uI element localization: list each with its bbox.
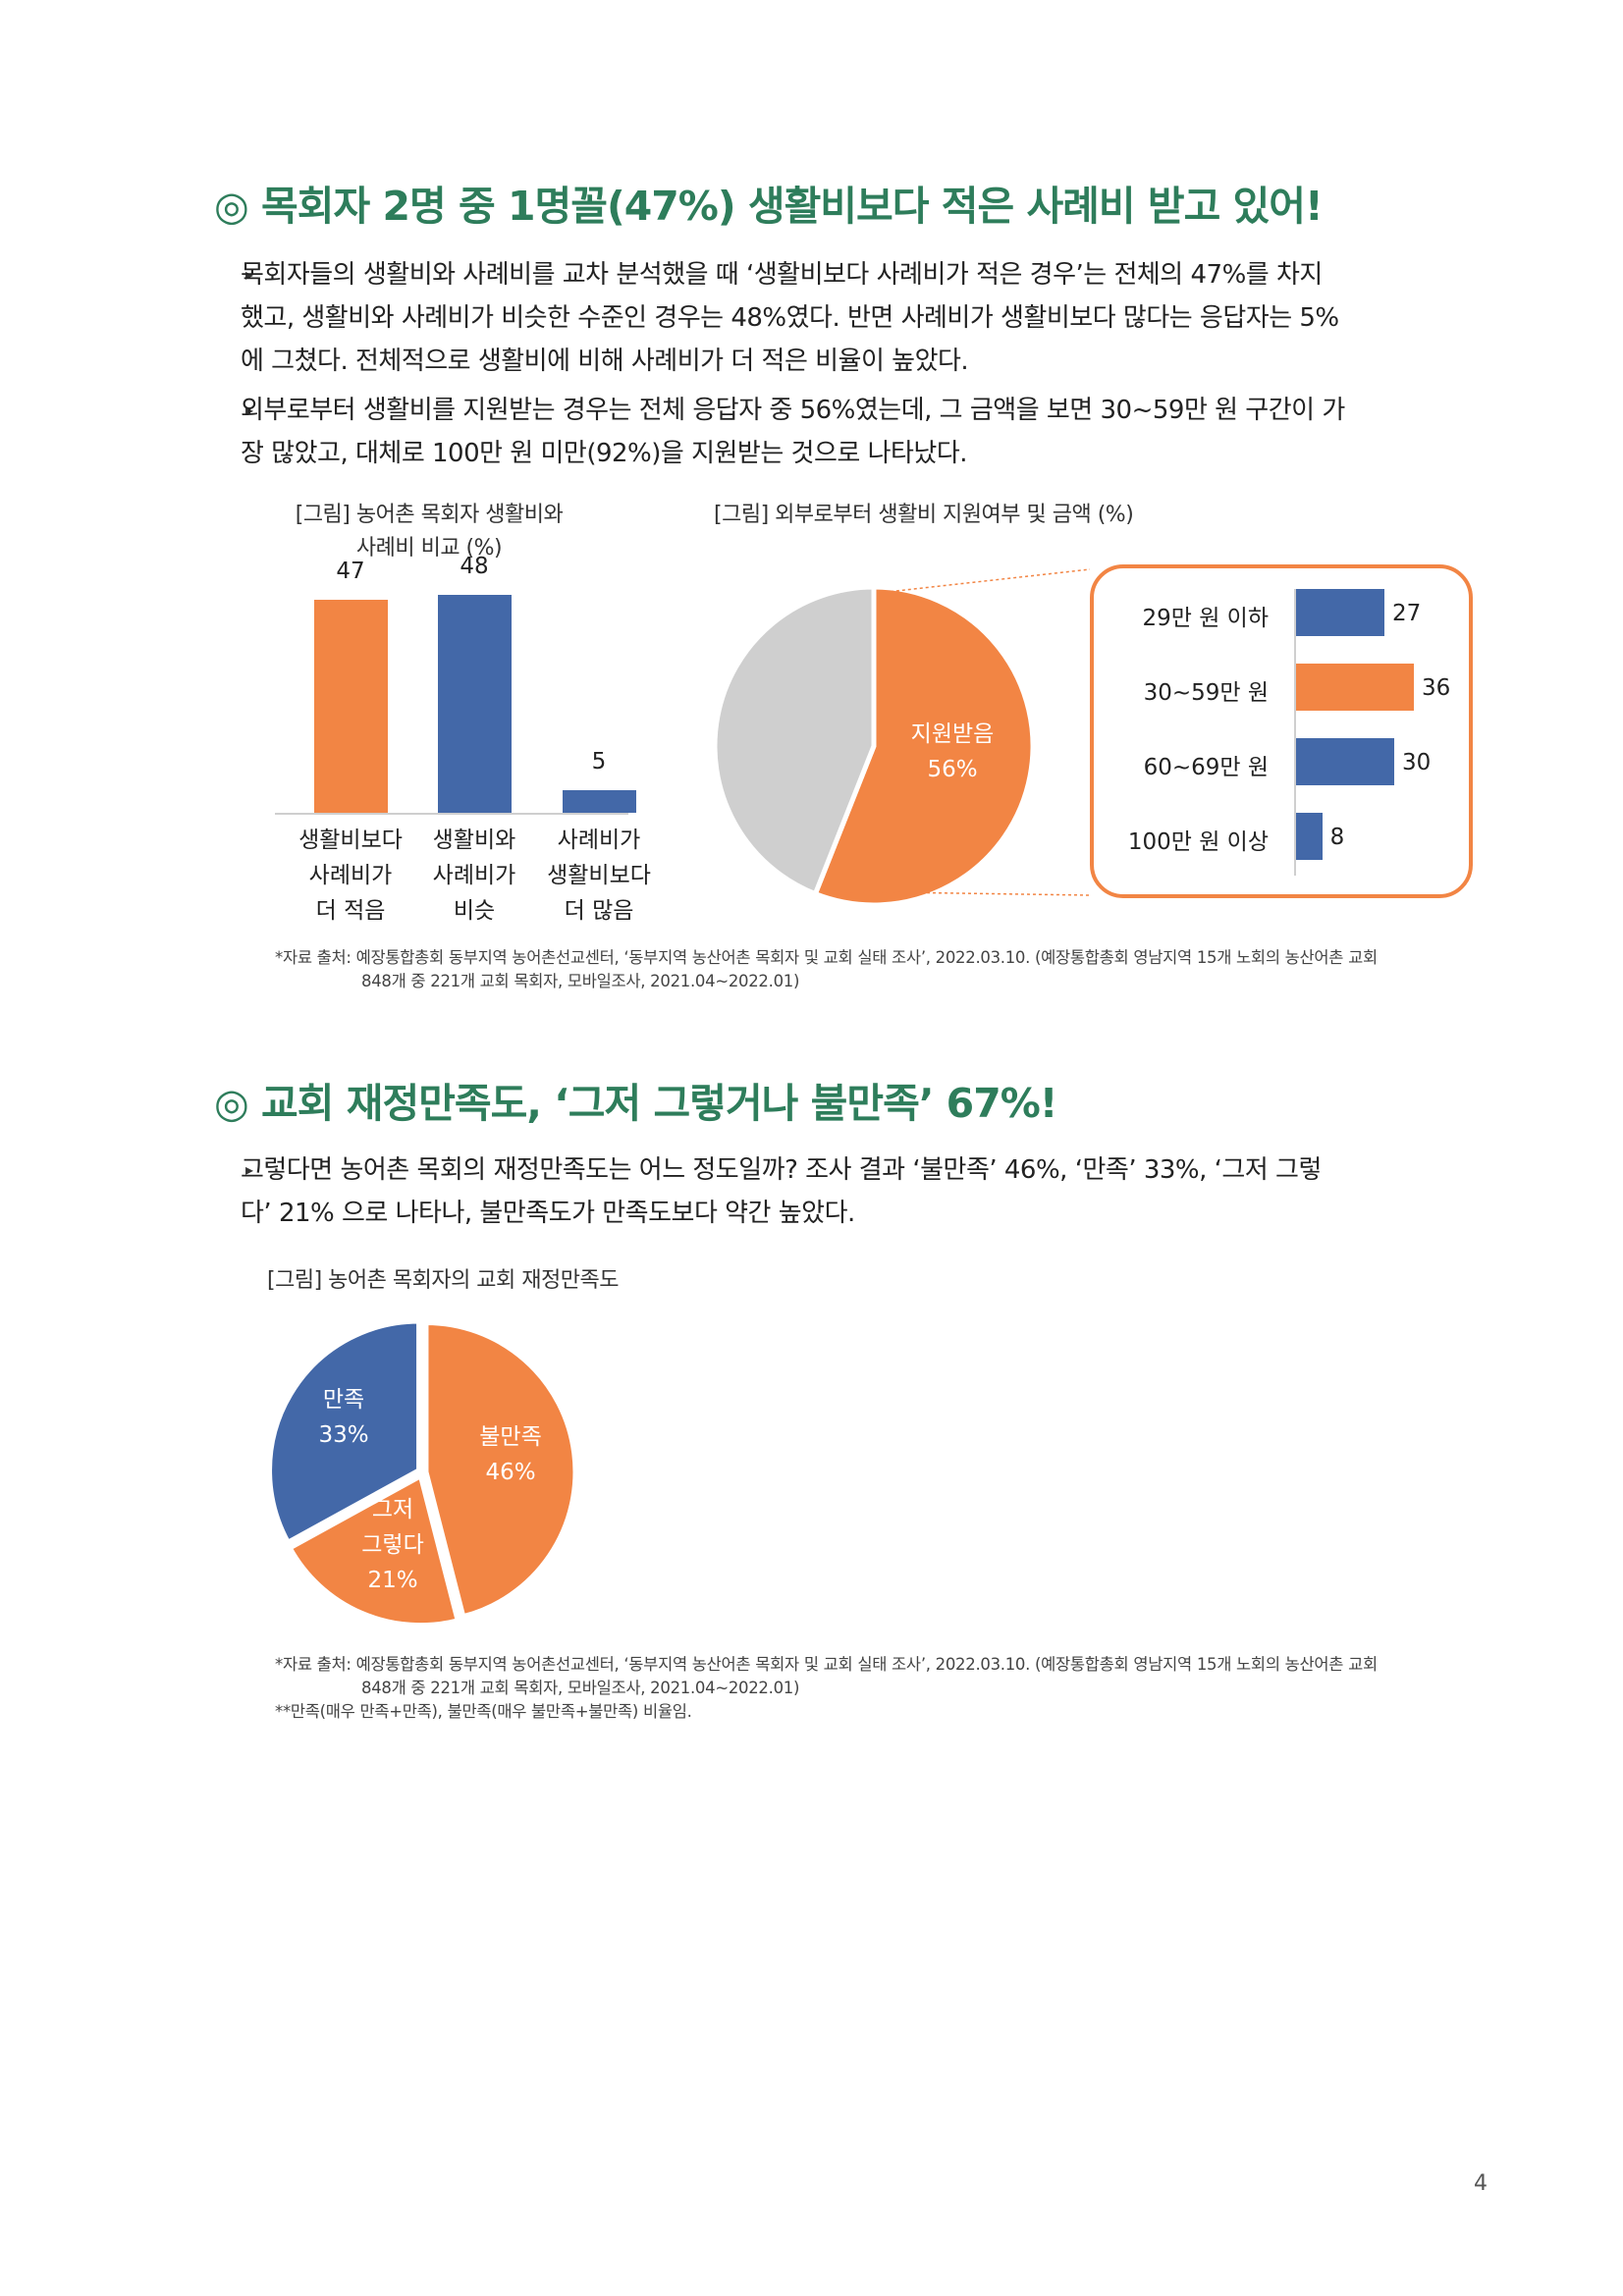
hbar-value-label: 27 — [1392, 601, 1422, 626]
category-line: 더 적음 — [315, 898, 386, 924]
amount-callout-box — [1090, 564, 1473, 898]
section1-bullet1: 목회자들의 생활비와 사례비를 교차 분석했을 때 ‘생활비보다 사례비가 적은… — [241, 253, 1489, 383]
text-line: 에 그쳤다. 전체적으로 생활비에 비해 사례비가 더 적은 비율이 높았다. — [241, 347, 969, 376]
pie-slice — [286, 1471, 461, 1629]
pie-slice — [423, 1319, 578, 1620]
section1-heading: ◎ 목회자 2명 중 1명꼴(47%) 생활비보다 적은 사례비 받고 있어! — [214, 183, 1324, 230]
x-axis-line — [275, 813, 628, 815]
category-line: 비슷 — [453, 898, 496, 924]
category-line: 더 많음 — [564, 898, 634, 924]
slice-label: 그렇다 — [361, 1532, 424, 1558]
hbar-value-label: 30 — [1402, 750, 1432, 775]
bar-value-label: 48 — [460, 554, 489, 580]
source-line: *자료 출처: 예장통합총회 동부지역 농어촌선교센터, ‘동부지역 농산어촌 … — [275, 948, 1378, 967]
source-line: 848개 중 221개 교회 목회자, 모바일조사, 2021.04~2022.… — [361, 1679, 800, 1697]
hbar — [1296, 589, 1384, 636]
text-line: 외부로부터 생활비를 지원받는 경우는 전체 응답자 중 56%였는데, 그 금… — [241, 396, 1345, 425]
pie-slice — [267, 1318, 422, 1546]
satisfaction-pie-chart — [267, 1318, 578, 1629]
slice-label: 지원받음 — [910, 721, 995, 747]
section2-heading: ◎ 교회 재정만족도, ‘그저 그렇거나 불만족’ 67%! — [214, 1080, 1057, 1127]
slice-value: 56% — [927, 757, 978, 782]
slice-label: 불만족 — [479, 1424, 542, 1450]
pie-slice — [812, 584, 1036, 908]
fig3-caption: [그림] 농어촌 목회자의 교회 재정만족도 — [267, 1268, 619, 1293]
source-line: **만족(매우 만족+만족), 불만족(매우 불만족+불만족) 비율임. — [275, 1702, 692, 1721]
bar-value-label: 5 — [591, 748, 607, 774]
fig2-caption: [그림] 외부로부터 생활비 지원여부 및 금액 (%) — [714, 503, 1134, 527]
text-line: 장 많았고, 대체로 100만 원 미만(92%)을 지원받는 것으로 나타났다… — [241, 439, 968, 468]
pie-slice-label-dissatisfied: 불만족 46% — [461, 1419, 560, 1490]
page-number: 4 — [1474, 2171, 1488, 2196]
pie-slice-label-supported: 지원받음 56% — [884, 717, 1021, 787]
bullet-marker: ▸ — [245, 400, 254, 419]
slice-value: 21% — [367, 1568, 418, 1593]
pie-slice-label-neutral: 그저 그렇다 21% — [344, 1492, 442, 1598]
hbar — [1296, 813, 1323, 860]
hbar-category-label: 100만 원 이상 — [1127, 829, 1269, 855]
slice-label: 그저 — [371, 1497, 414, 1522]
hbar-category-label: 60~69만 원 — [1143, 755, 1269, 780]
source-line: *자료 출처: 예장통합총회 동부지역 농어촌선교센터, ‘동부지역 농산어촌 … — [275, 1655, 1378, 1674]
caption-line: 사례비 비교 (%) — [355, 536, 503, 561]
bar — [562, 789, 636, 813]
category-line: 사례비가 — [557, 828, 641, 853]
hbar — [1296, 738, 1394, 785]
pie-slice-label-satisfied: 만족 33% — [304, 1382, 383, 1453]
text-line: 그렇다면 농어촌 목회의 재정만족도는 어느 정도일까? 조사 결과 ‘불만족’… — [241, 1155, 1322, 1185]
satisfaction-pie-slices — [267, 1318, 578, 1629]
support-pie-chart — [712, 568, 1091, 908]
fig1-caption: [그림] 농어촌 목회자 생활비와 사례비 비교 (%) — [267, 499, 591, 565]
slice-value: 33% — [318, 1422, 369, 1448]
slice-value: 46% — [485, 1460, 536, 1485]
category-line: 생활비보다 — [298, 828, 403, 853]
section1-bullet2: 외부로부터 생활비를 지원받는 경우는 전체 응답자 중 56%였는데, 그 금… — [241, 389, 1489, 475]
category-line: 생활비보다 — [547, 863, 651, 888]
bar — [313, 600, 388, 813]
callout-connector-top — [878, 568, 1091, 594]
source-line: 848개 중 221개 교회 목회자, 모바일조사, 2021.04~2022.… — [361, 972, 800, 990]
section2-bullet1: 그렇다면 농어촌 목회의 재정만족도는 어느 정도일까? 조사 결과 ‘불만족’… — [241, 1148, 1489, 1235]
bullet-marker: ▸ — [245, 1160, 254, 1179]
bar — [437, 595, 512, 813]
support-pie-slices — [712, 584, 1036, 908]
section1-source: *자료 출처: 예장통합총회 동부지역 농어촌선교센터, ‘동부지역 농산어촌 … — [275, 946, 1492, 993]
text-line: 목회자들의 생활비와 사례비를 교차 분석했을 때 ‘생활비보다 사례비가 적은… — [241, 260, 1323, 290]
hbar-category-label: 30~59만 원 — [1143, 680, 1269, 706]
section2-source: *자료 출처: 예장통합총회 동부지역 농어촌선교센터, ‘동부지역 농산어촌 … — [275, 1653, 1492, 1724]
y-axis-line — [1294, 589, 1296, 876]
category-line: 사례비가 — [308, 863, 393, 888]
caption-line: [그림] 농어촌 목회자 생활비와 — [295, 503, 564, 527]
hbar-value-label: 36 — [1422, 675, 1451, 701]
text-line: 했고, 생활비와 사례비가 비슷한 수준인 경우는 48%였다. 반면 사례비가… — [241, 303, 1339, 333]
text-line: 다’ 21% 으로 나타나, 불만족도가 만족도보다 약간 높았다. — [241, 1199, 855, 1228]
bar-value-label: 47 — [336, 559, 365, 585]
callout-connector-bottom — [826, 890, 1091, 896]
pie-slice — [712, 584, 877, 897]
hbar-value-label: 8 — [1329, 825, 1345, 850]
hbar-category-label: 29만 원 이하 — [1142, 606, 1269, 631]
bullet-marker: ▸ — [245, 265, 254, 284]
category-line: 사례비가 — [432, 863, 516, 888]
slice-label: 만족 — [322, 1387, 365, 1413]
hbar — [1296, 664, 1414, 711]
category-line: 생활비와 — [432, 828, 516, 853]
